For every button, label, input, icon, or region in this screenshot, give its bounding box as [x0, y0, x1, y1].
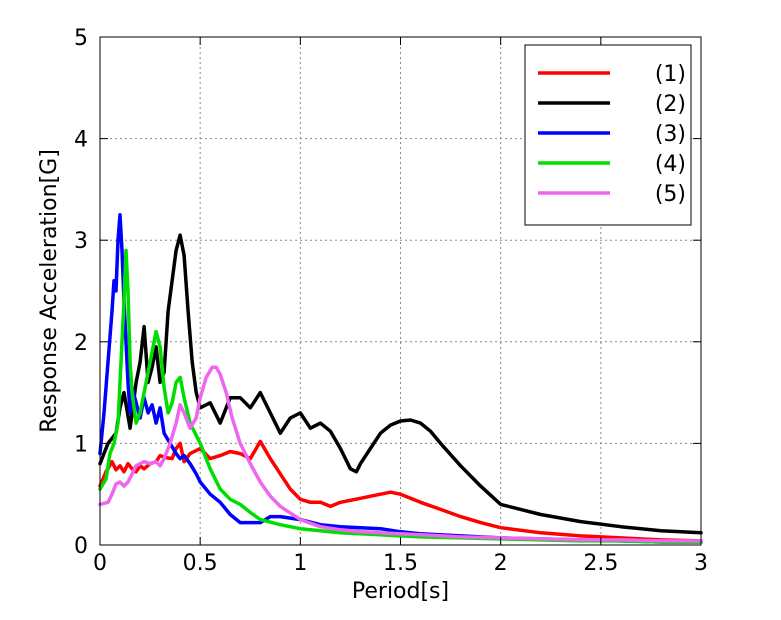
- legend-label-4: (4): [655, 152, 686, 177]
- y-tick-label: 2: [74, 331, 88, 356]
- series-line-1: [98, 439, 703, 543]
- y-tick-label: 0: [74, 534, 88, 559]
- legend-label-1: (1): [655, 62, 686, 87]
- series-line-2: [98, 233, 703, 535]
- legend-label-5: (5): [655, 182, 686, 207]
- legend-box: [524, 44, 692, 226]
- legend-label-2: (2): [655, 92, 686, 117]
- legend: (1) (2) (3) (4) (5): [524, 44, 692, 226]
- x-tick-label: 0: [93, 551, 107, 576]
- y-axis-label: Response Acceleration[G]: [37, 149, 62, 433]
- y-tick-label: 4: [74, 128, 88, 153]
- series-line-4: [98, 248, 703, 544]
- x-tick-label: 2: [494, 551, 508, 576]
- y-tick-label: 5: [74, 26, 88, 51]
- x-axis-label: Period[s]: [352, 579, 449, 604]
- x-tick-label: 2.5: [583, 551, 618, 576]
- y-tick-label: 3: [74, 229, 88, 254]
- y-tick-label: 1: [74, 432, 88, 457]
- series-line-3: [98, 213, 703, 544]
- x-tick-label: 0.5: [183, 551, 218, 576]
- x-tick-label: 3: [694, 551, 708, 576]
- x-tick-label: 1: [293, 551, 307, 576]
- series-layer: [98, 213, 703, 544]
- series-line-5: [98, 365, 703, 543]
- axis-ticks: 0 0.5 1 1.5 2 2.5 3 0 1 2 3 4 5: [74, 26, 708, 576]
- legend-label-3: (3): [655, 122, 686, 147]
- x-tick-label: 1.5: [383, 551, 418, 576]
